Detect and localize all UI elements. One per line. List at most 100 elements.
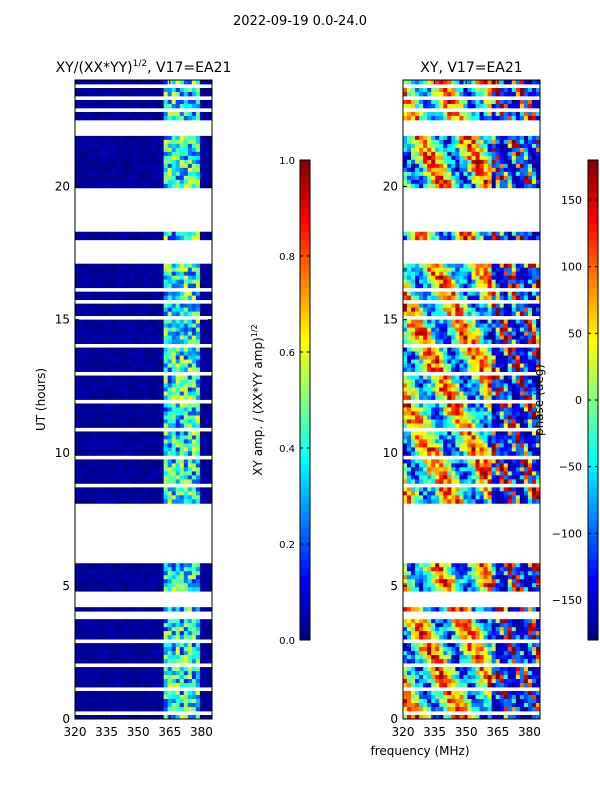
heatmap-cell <box>199 479 205 484</box>
heatmap-cell <box>191 459 197 464</box>
heatmap-cell <box>535 267 541 273</box>
heatmap-cell <box>115 627 120 632</box>
heatmap-cell <box>187 263 193 269</box>
heatmap-cell <box>199 435 205 440</box>
heatmap-cell <box>443 351 448 356</box>
heatmap-cell <box>135 683 140 688</box>
heatmap-cell <box>199 159 205 165</box>
heatmap-cell <box>147 391 152 396</box>
heatmap-cell <box>135 675 140 680</box>
heatmap-cell <box>163 323 169 329</box>
heatmap-cell <box>459 271 464 277</box>
heatmap-cell <box>75 587 80 592</box>
heatmap-cell <box>491 103 497 109</box>
heatmap-cell <box>439 163 444 169</box>
heatmap-cell <box>471 291 476 297</box>
heatmap-cell <box>203 375 209 380</box>
heatmap-cell <box>163 359 169 364</box>
heatmap-cell <box>139 179 144 185</box>
heatmap-cell <box>179 623 185 628</box>
heatmap-cell <box>103 667 108 672</box>
heatmap-cell <box>459 151 464 157</box>
heatmap-cell <box>191 115 197 121</box>
heatmap-cell <box>407 147 412 153</box>
heatmap-cell <box>523 323 529 329</box>
heatmap-cell <box>491 339 497 344</box>
heatmap-cell <box>431 311 436 317</box>
heatmap-cell <box>187 579 193 584</box>
heatmap-cell <box>167 491 173 496</box>
heatmap-cell <box>115 319 120 325</box>
heatmap-cell <box>499 159 505 165</box>
heatmap-cell <box>479 135 484 141</box>
heatmap-cell <box>123 471 128 476</box>
heatmap-cell <box>163 111 169 117</box>
heatmap-cell <box>191 467 197 472</box>
heatmap-cell <box>179 151 185 157</box>
heatmap-cell <box>203 363 209 368</box>
heatmap-cell <box>87 679 92 684</box>
heatmap-cell <box>163 175 169 181</box>
heatmap-cell <box>155 619 161 624</box>
heatmap-cell <box>171 351 177 356</box>
heatmap-cell <box>127 159 132 165</box>
heatmap-cell <box>107 271 112 277</box>
heatmap-cell <box>451 175 456 181</box>
heatmap-cell <box>143 147 148 153</box>
heatmap-cell <box>127 403 132 408</box>
heatmap-cell <box>155 451 161 456</box>
heatmap-cell <box>179 411 185 416</box>
heatmap-cell <box>107 643 112 648</box>
heatmap-cell <box>179 135 185 141</box>
heatmap-cell <box>167 451 173 456</box>
heatmap-cell <box>195 675 201 680</box>
heatmap-cell <box>487 323 493 329</box>
heatmap-cell <box>103 715 108 720</box>
heatmap-cell <box>183 139 189 145</box>
heatmap-cell <box>79 659 84 664</box>
heatmap-cell <box>155 715 161 720</box>
heatmap-cell <box>83 379 88 384</box>
heatmap-cell <box>131 679 136 684</box>
heatmap-cell <box>447 231 452 237</box>
heatmap-cell <box>107 635 112 640</box>
heatmap-cell <box>467 235 472 241</box>
heatmap-cell <box>163 703 169 708</box>
heatmap-cell <box>103 319 108 325</box>
heatmap-cell <box>99 499 104 504</box>
heatmap-cell <box>75 379 80 384</box>
heatmap-cell <box>423 115 428 121</box>
heatmap-cell <box>75 487 80 492</box>
heatmap-cell <box>207 479 213 484</box>
heatmap-cell <box>199 439 205 444</box>
heatmap-cell <box>447 147 452 153</box>
heatmap-cell <box>163 231 169 237</box>
heatmap-cell <box>199 651 205 656</box>
heatmap-cell <box>515 115 521 121</box>
heatmap-cell <box>107 419 112 424</box>
heatmap-cell <box>75 703 80 708</box>
heatmap-cell <box>123 307 128 313</box>
heatmap-cell <box>403 115 408 121</box>
heatmap-cell <box>83 667 88 672</box>
heatmap-cell <box>459 179 464 185</box>
heatmap-cell <box>171 431 177 436</box>
heatmap-cell <box>111 707 116 712</box>
heatmap-cell <box>415 80 420 85</box>
heatmap-cell <box>103 575 108 580</box>
heatmap-cell <box>407 307 412 313</box>
heatmap-cell <box>203 159 209 165</box>
heatmap-cell <box>83 435 88 440</box>
heatmap-cell <box>459 311 464 317</box>
heatmap-cell <box>87 643 92 648</box>
heatmap-cell <box>463 135 468 141</box>
heatmap-cell <box>423 231 428 237</box>
heatmap-cell <box>507 323 513 329</box>
heatmap-cell <box>155 307 161 313</box>
heatmap-cell <box>491 115 497 121</box>
heatmap-cell <box>171 667 177 672</box>
heatmap-cell <box>431 291 436 297</box>
heatmap-cell <box>119 143 124 149</box>
heatmap-cell <box>207 563 213 568</box>
heatmap-cell <box>115 407 120 412</box>
